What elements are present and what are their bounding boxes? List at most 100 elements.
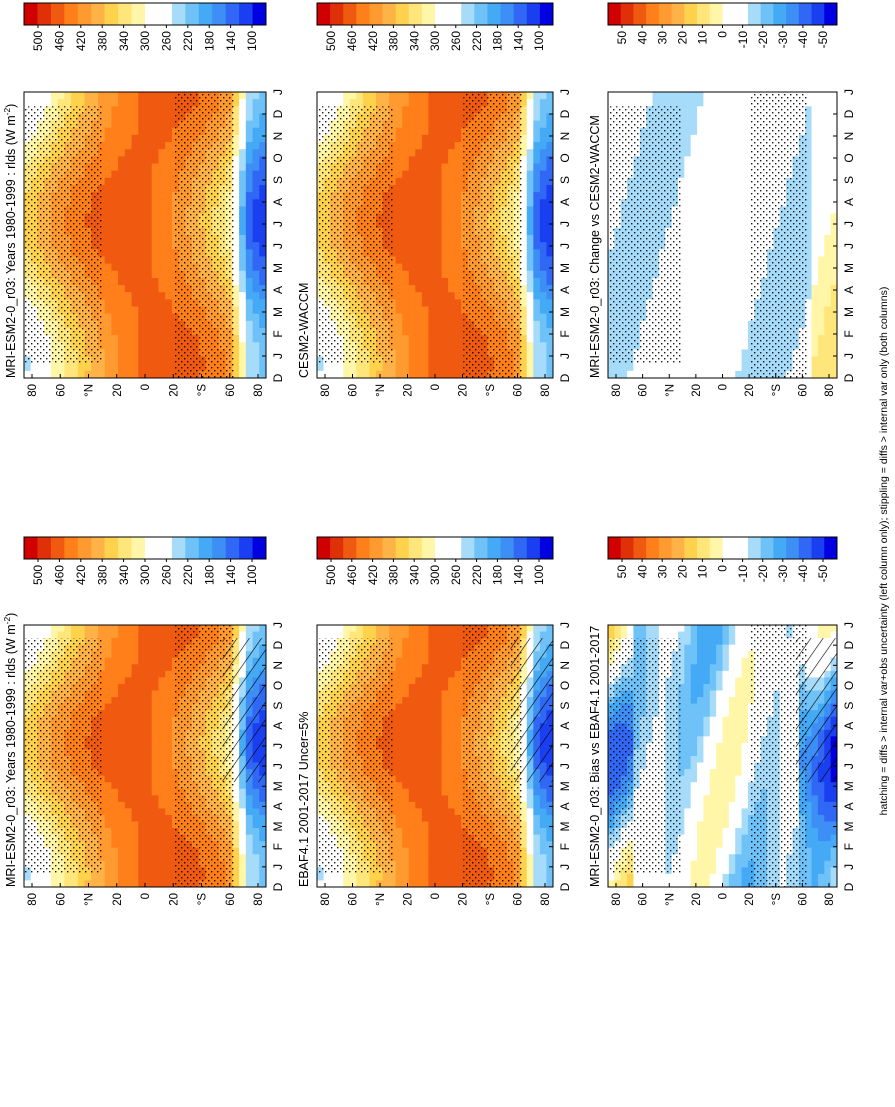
field-cell (239, 841, 246, 848)
field-cell (608, 625, 615, 632)
field-cell (435, 717, 442, 724)
field-cell (85, 874, 92, 881)
field-cell (145, 835, 152, 842)
field-cell (111, 782, 118, 789)
field-cell (145, 749, 152, 756)
field-cell (818, 874, 825, 881)
field-cell (125, 854, 132, 861)
field-cell (428, 769, 435, 776)
field-cell (455, 645, 462, 652)
field-cell (125, 671, 132, 678)
field-cell (684, 632, 691, 639)
field-cell (111, 835, 118, 842)
field-cell (118, 645, 125, 652)
field-cell (422, 704, 429, 711)
field-cell (152, 684, 159, 691)
field-cell (111, 874, 118, 881)
field-cell (396, 736, 403, 743)
lat-tick-label: 20 (112, 893, 124, 906)
field-cell (396, 638, 403, 645)
field-cell (448, 835, 455, 842)
field-cell (396, 697, 403, 704)
field-cell (111, 815, 118, 822)
field-cell (402, 828, 409, 835)
field-cell (723, 684, 730, 691)
field-cell (165, 776, 172, 783)
field-cell (710, 763, 717, 770)
field-cell (428, 684, 435, 691)
field-cell (343, 625, 350, 632)
field-cell (435, 664, 442, 671)
field-cell (58, 632, 65, 639)
field-cell (158, 664, 165, 671)
field-cell (448, 769, 455, 776)
field-cell (812, 848, 819, 855)
lat-tick-label: 80 (611, 893, 623, 906)
field-cell (527, 822, 534, 829)
field-cell (105, 769, 112, 776)
field-cell (455, 769, 462, 776)
field-cell (138, 677, 145, 684)
field-cell (697, 763, 704, 770)
field-cell (239, 795, 246, 802)
field-cell (442, 854, 449, 861)
field-cell (145, 704, 152, 711)
field-cell (105, 848, 112, 855)
field-cell (442, 632, 449, 639)
field-cell (678, 625, 685, 632)
field-cell (812, 822, 819, 829)
field-cell (165, 874, 172, 881)
field-cell (697, 802, 704, 809)
field-cell (448, 710, 455, 717)
field-cell (824, 782, 831, 789)
field-cell (111, 684, 118, 691)
field-cell (729, 835, 736, 842)
field-cell (152, 743, 159, 750)
field-cell (442, 867, 449, 874)
field-cell (684, 704, 691, 711)
field-cell (350, 625, 357, 632)
month-tick-label: F (842, 843, 856, 850)
field-cell (455, 691, 462, 698)
field-cell (716, 841, 723, 848)
field-cell (435, 671, 442, 678)
field-cell (729, 736, 736, 743)
field-cell (735, 677, 742, 684)
field-cell (138, 723, 145, 730)
field-cell (824, 625, 831, 632)
field-cell (455, 802, 462, 809)
field-cell (118, 697, 125, 704)
field-cell (540, 632, 547, 639)
field-cell (448, 658, 455, 665)
field-cell (742, 697, 749, 704)
field-cell (697, 743, 704, 750)
field-cell (158, 645, 165, 652)
field-cell (442, 808, 449, 815)
field-cell (132, 874, 139, 881)
field-cell (435, 874, 442, 881)
field-cell (337, 874, 344, 881)
field-cell (723, 815, 730, 822)
field-cell (442, 782, 449, 789)
field-cell (415, 658, 422, 665)
field-cell (138, 769, 145, 776)
field-cell (145, 828, 152, 835)
field-cell (125, 717, 132, 724)
field-cell (742, 776, 749, 783)
field-cell (710, 802, 717, 809)
field-cell (118, 671, 125, 678)
field-cell (132, 769, 139, 776)
field-cell (428, 632, 435, 639)
field-cell (44, 625, 51, 632)
field-cell (253, 874, 260, 881)
field-cell (165, 756, 172, 763)
field-cell (742, 645, 749, 652)
field-cell (125, 828, 132, 835)
field-cell (742, 723, 749, 730)
field-cell (409, 841, 416, 848)
field-cell (165, 763, 172, 770)
field-cell (132, 763, 139, 770)
field-cell (396, 848, 403, 855)
field-cell (448, 854, 455, 861)
field-cell (415, 854, 422, 861)
